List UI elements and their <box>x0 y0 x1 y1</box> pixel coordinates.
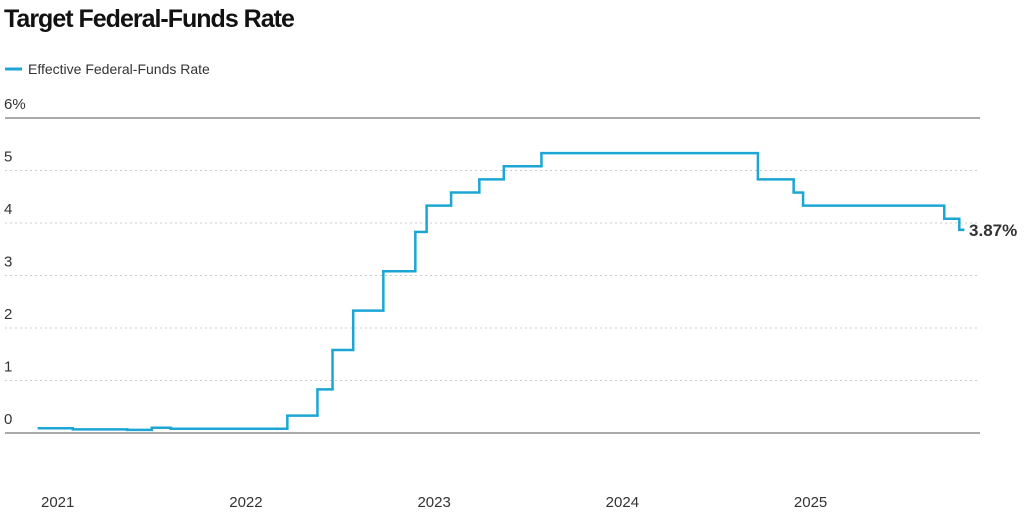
x-tick-label: 2024 <box>606 494 639 511</box>
legend-label: Effective Federal-Funds Rate <box>28 61 210 77</box>
chart-title: Target Federal-Funds Rate <box>4 5 295 33</box>
x-tick-label: 2025 <box>794 494 827 511</box>
y-tick-label: 6% <box>4 96 26 113</box>
x-tick-label: 2023 <box>417 494 450 511</box>
y-tick-label: 4 <box>4 201 12 218</box>
value-label: 3.87% <box>969 221 1017 240</box>
y-tick-label: 2 <box>4 306 12 323</box>
y-tick-label: 1 <box>4 359 12 376</box>
y-tick-label: 3 <box>4 254 12 271</box>
y-tick-label: 5 <box>4 149 12 166</box>
y-tick-label: 0 <box>4 411 12 428</box>
x-tick-label: 2022 <box>229 494 262 511</box>
x-tick-label: 2021 <box>41 494 74 511</box>
